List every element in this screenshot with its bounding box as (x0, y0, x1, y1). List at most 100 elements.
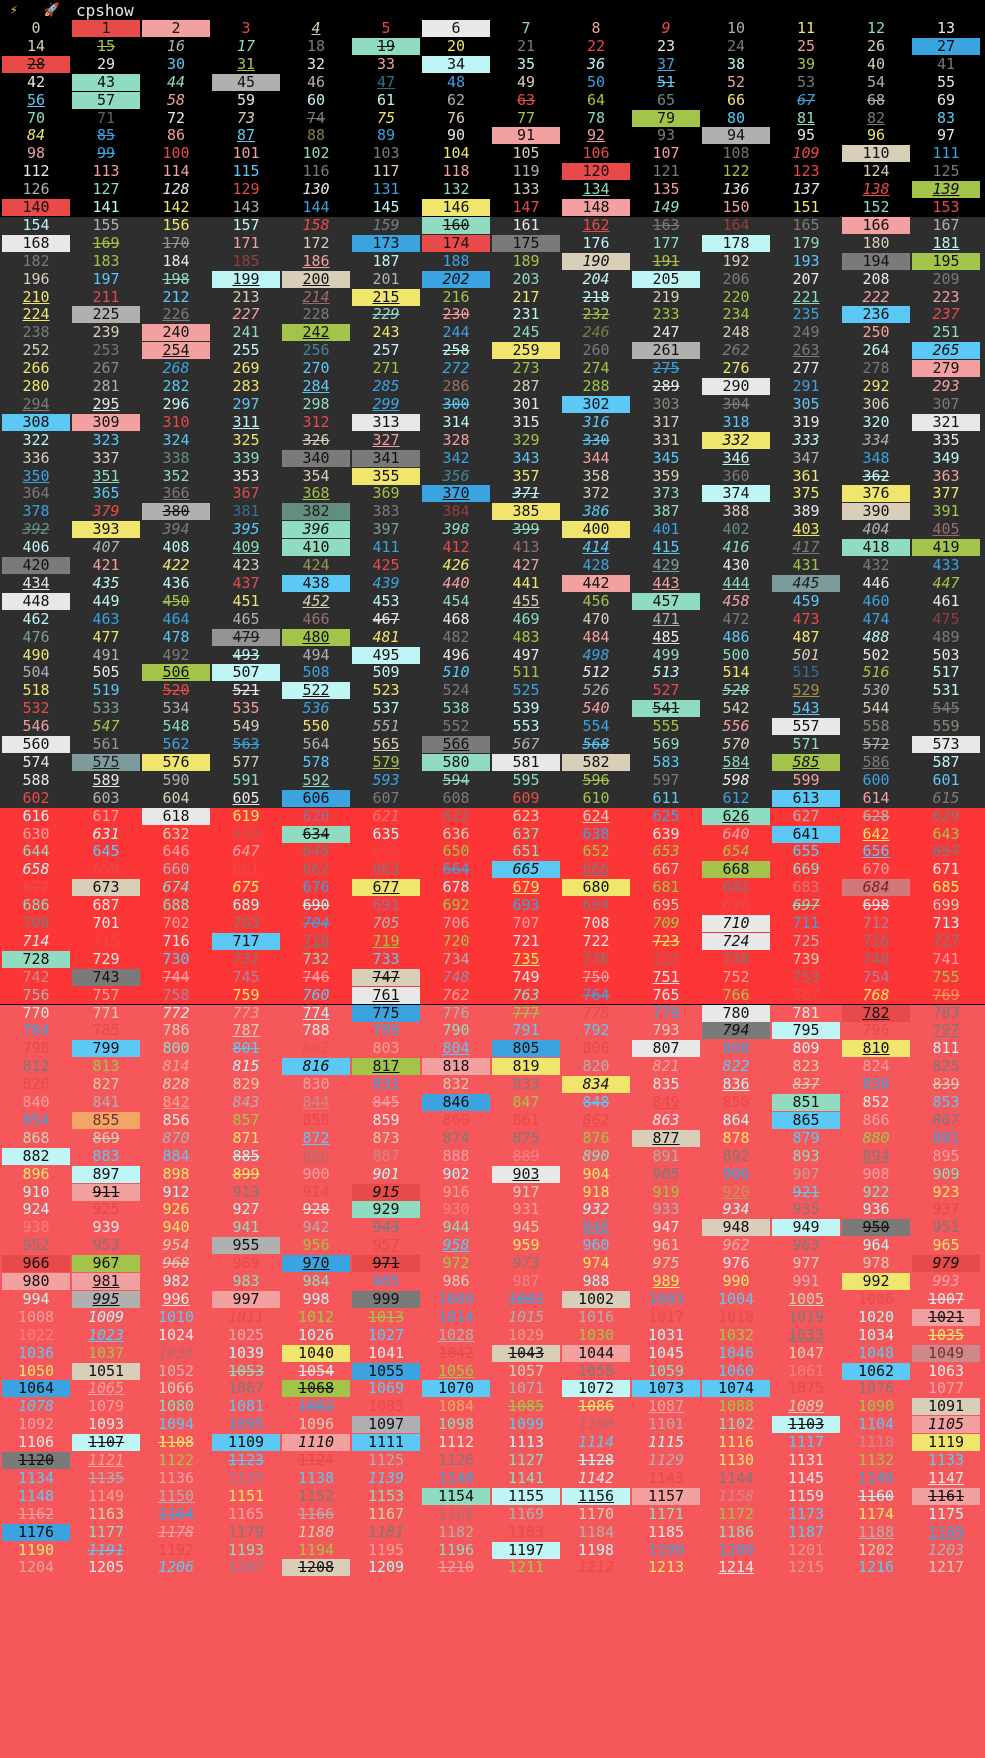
codepoint-cell: 755 (932, 968, 960, 986)
codepoint-cell: 938 (22, 1219, 50, 1237)
codepoint-cell: 11 (796, 20, 816, 37)
codepoint-cell: 433 (932, 557, 960, 574)
codepoint-cell: 438 (282, 574, 350, 592)
codepoint-cell: 328 (442, 431, 470, 449)
codepoint-cell: 419 (912, 539, 980, 557)
codepoint-cell: 655 (792, 843, 820, 861)
codepoint-cell: 1127 (507, 1452, 545, 1469)
codepoint-cell: 437 (232, 574, 260, 592)
codepoint-cell: 235 (792, 306, 820, 324)
codepoint-cell: 1092 (17, 1416, 55, 1434)
codepoint-cell: 338 (162, 449, 190, 467)
codepoint-cell: 45 (212, 73, 280, 91)
codepoint-cell: 158 (302, 216, 330, 234)
codepoint-cell: 215 (352, 288, 420, 306)
codepoint-cell: 147 (512, 199, 540, 216)
codepoint-cell: 213 (232, 288, 260, 306)
codepoint-cell: 92 (586, 127, 606, 145)
codepoint-cell: 665 (492, 861, 560, 879)
codepoint-cell: 659 (92, 861, 120, 879)
codepoint-cell: 1118 (857, 1434, 895, 1452)
codepoint-cell: 1110 (282, 1434, 350, 1452)
codepoint-cell: 605 (232, 789, 260, 807)
codepoint-cell: 553 (512, 718, 540, 736)
codepoint-cell: 1174 (857, 1505, 895, 1523)
codepoint-cell: 277 (792, 360, 820, 378)
codepoint-cell: 545 (932, 700, 960, 718)
codepoint-cell: 48 (446, 73, 466, 91)
codepoint-cell: 383 (372, 503, 400, 521)
codepoint-cell: 323 (92, 431, 120, 449)
codepoint-cell: 524 (442, 682, 470, 700)
codepoint-cell: 33 (376, 55, 396, 73)
codepoint-cell: 870 (162, 1129, 190, 1147)
codepoint-cell: 557 (772, 718, 840, 736)
codepoint-cell: 52 (726, 73, 746, 91)
codepoint-cell: 141 (92, 199, 120, 216)
codepoint-cell: 1033 (787, 1326, 825, 1344)
codepoint-cell: 1166 (297, 1505, 335, 1523)
codepoint-cell: 23 (656, 37, 676, 55)
codepoint-cell: 501 (792, 646, 820, 664)
codepoint-cell: 14 (26, 37, 46, 55)
codepoint-cell: 1089 (787, 1398, 825, 1416)
codepoint-cell: 498 (582, 646, 610, 664)
codepoint-cell: 829 (232, 1076, 260, 1094)
codepoint-cell: 468 (442, 610, 470, 628)
codepoint-cell: 646 (162, 843, 190, 861)
codepoint-cell: 28 (2, 55, 70, 73)
codepoint-cell: 724 (702, 932, 770, 950)
codepoint-cell: 375 (792, 485, 820, 503)
codepoint-cell: 1194 (297, 1541, 335, 1559)
codepoint-cell: 352 (162, 467, 190, 485)
codepoint-cell: 577 (232, 753, 260, 771)
codepoint-cell: 341 (352, 449, 420, 467)
codepoint-cell: 1111 (352, 1434, 420, 1452)
codepoint-cell: 653 (652, 843, 680, 861)
codepoint-cell: 440 (442, 574, 470, 592)
codepoint-cell: 494 (302, 646, 330, 664)
codepoint-cell: 994 (22, 1290, 50, 1308)
codepoint-cell: 263 (792, 342, 820, 360)
codepoint-cell: 50 (586, 73, 606, 91)
codepoint-cell: 347 (792, 449, 820, 467)
codepoint-cell: 832 (442, 1076, 470, 1094)
codepoint-cell: 933 (652, 1201, 680, 1219)
codepoint-cell: 387 (652, 503, 680, 521)
codepoint-cell: 717 (212, 932, 280, 950)
codepoint-cell: 145 (372, 199, 400, 216)
codepoint-cell: 321 (912, 413, 980, 431)
codepoint-cell: 851 (772, 1094, 840, 1111)
codepoint-cell: 593 (372, 771, 400, 789)
codepoint-cell: 1160 (857, 1487, 895, 1505)
codepoint-cell: 179 (792, 234, 820, 252)
codepoint-cell: 1132 (857, 1452, 895, 1469)
codepoint-cell: 1199 (647, 1541, 685, 1559)
codepoint-cell: 72 (166, 109, 186, 127)
codepoint-cell: 584 (722, 753, 750, 771)
codepoint-cell: 333 (792, 431, 820, 449)
codepoint-cell: 255 (232, 342, 260, 360)
codepoint-cell: 283 (232, 378, 260, 395)
codepoint-cell: 761 (352, 986, 420, 1004)
codepoint-cell: 185 (232, 252, 260, 270)
codepoint-cell: 435 (92, 574, 120, 592)
codepoint-cell: 587 (932, 753, 960, 771)
codepoint-cell: 636 (442, 825, 470, 843)
codepoint-cell: 547 (92, 718, 120, 736)
codepoint-cell: 398 (442, 521, 470, 539)
codepoint-cell: 504 (22, 664, 50, 682)
codepoint-cell: 1195 (367, 1541, 405, 1559)
codepoint-cell: 817 (352, 1058, 420, 1076)
codepoint-cell: 253 (92, 342, 120, 360)
codepoint-cell: 116 (302, 163, 330, 181)
codepoint-cell: 222 (862, 288, 890, 306)
codepoint-cell: 911 (72, 1183, 140, 1201)
codepoint-cell: 865 (772, 1111, 840, 1129)
codepoint-cell: 1099 (507, 1416, 545, 1434)
codepoint-cell: 739 (792, 950, 820, 968)
codepoint-cell: 912 (162, 1183, 190, 1201)
codepoint-cell: 439 (372, 574, 400, 592)
codepoint-cell: 909 (932, 1165, 960, 1183)
codepoint-cell: 1126 (437, 1452, 475, 1469)
